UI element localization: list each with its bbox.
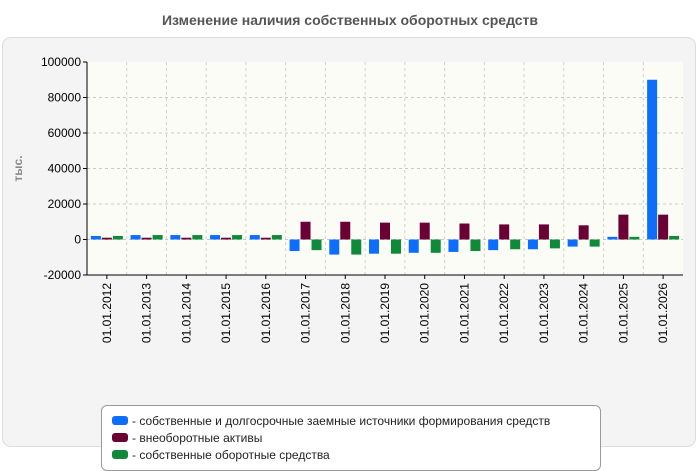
x-tick-label-9: 01.01.2021: [457, 283, 471, 343]
bar-s2-9: [470, 239, 481, 252]
bar-s0-0: [90, 235, 101, 240]
x-tick-label-3: 01.01.2015: [219, 283, 233, 343]
chart-panel: -20000 0 20000 40000 60000 80000 100000 01.01.2…: [2, 37, 696, 471]
legend-swatch-2: [112, 450, 128, 459]
bar-s2-8: [430, 239, 441, 253]
bar-s1-14: [658, 214, 669, 240]
bar-s0-10: [488, 239, 499, 251]
bar-s0-12: [567, 239, 578, 247]
x-tick-label-2: 01.01.2014: [179, 283, 193, 343]
x-tick-label-10: 01.01.2022: [497, 283, 511, 343]
legend-label-0: - собственные и долгосрочные заемные ист…: [132, 413, 551, 428]
bar-s2-13: [629, 236, 640, 240]
bar-s0-1: [130, 235, 141, 240]
x-tick-label-11: 01.01.2023: [537, 283, 551, 343]
bar-s1-1: [141, 237, 152, 240]
bar-s0-6: [329, 239, 340, 255]
bar-s2-3: [232, 235, 243, 240]
y-tick-label-0: -20000: [44, 268, 82, 282]
legend-item-2: - собственные оборотные средства: [112, 446, 600, 463]
bar-s0-9: [448, 239, 459, 252]
bar-s0-4: [249, 235, 260, 240]
chart-title: Изменение наличия собственных оборотных …: [161, 12, 539, 28]
bar-s0-7: [369, 239, 379, 254]
x-tick-label-14: 01.01.2026: [656, 283, 670, 343]
bar-s1-4: [260, 237, 271, 240]
bar-s0-8: [408, 239, 419, 253]
bar-s1-2: [181, 237, 192, 240]
bar-s1-5: [300, 221, 311, 240]
bar-s0-3: [210, 235, 221, 240]
bar-s2-14: [669, 235, 680, 240]
bar-s1-12: [578, 225, 589, 240]
bar-s2-0: [112, 235, 123, 240]
bar-s2-1: [152, 235, 163, 240]
x-tick-label-1: 01.01.2013: [140, 283, 154, 343]
x-tick-label-0: 01.01.2012: [100, 283, 114, 343]
bar-s1-9: [459, 223, 470, 240]
bar-s2-5: [311, 239, 322, 251]
bar-s2-11: [549, 239, 560, 249]
legend-item-1: - внеоборотные активы: [112, 429, 600, 446]
bar-s2-12: [589, 239, 600, 247]
legend-swatch-0: [112, 416, 128, 425]
x-tick-label-13: 01.01.2025: [616, 283, 630, 343]
chart-legend: - собственные и долгосрочные заемные ист…: [101, 405, 601, 471]
x-tick-label-6: 01.01.2018: [338, 283, 352, 343]
bar-s0-14: [647, 79, 658, 240]
y-axis-title: тыс.: [11, 155, 25, 181]
x-tick-label-5: 01.01.2017: [299, 283, 313, 343]
bar-s0-5: [289, 239, 300, 252]
bar-s2-7: [391, 239, 401, 254]
x-tick-label-4: 01.01.2016: [259, 283, 273, 343]
bar-s2-4: [271, 235, 282, 240]
x-tick-label-8: 01.01.2020: [418, 283, 432, 343]
y-tick-label-2: 20000: [48, 197, 82, 211]
y-tick-label-6: 100000: [41, 55, 81, 69]
bar-s2-6: [351, 239, 362, 255]
bar-s2-2: [192, 235, 203, 240]
y-tick-label-1: 0: [74, 233, 81, 247]
legend-label-1: - внеоборотные активы: [132, 430, 263, 445]
x-tick-label-7: 01.01.2019: [378, 283, 392, 343]
bar-s0-2: [170, 235, 181, 240]
bar-s1-7: [380, 222, 390, 240]
y-tick-label-3: 40000: [48, 162, 82, 176]
bar-s1-8: [419, 222, 430, 240]
y-tick-label-5: 80000: [48, 91, 82, 105]
legend-item-0: - собственные и долгосрочные заемные ист…: [112, 412, 600, 429]
x-tick-label-12: 01.01.2024: [577, 283, 591, 343]
bar-s0-13: [607, 236, 618, 240]
legend-swatch-1: [112, 433, 128, 442]
bar-s0-11: [527, 239, 538, 250]
bar-s1-6: [340, 221, 351, 240]
bar-s1-13: [618, 214, 629, 240]
bar-s1-11: [538, 224, 549, 240]
bar-s1-10: [499, 224, 510, 240]
bar-s1-3: [221, 237, 232, 240]
bar-s2-10: [510, 239, 521, 250]
bar-chart: -20000 0 20000 40000 60000 80000 100000 01.01.2…: [11, 55, 683, 343]
bar-s1-0: [101, 237, 112, 240]
y-tick-label-4: 60000: [48, 126, 82, 140]
